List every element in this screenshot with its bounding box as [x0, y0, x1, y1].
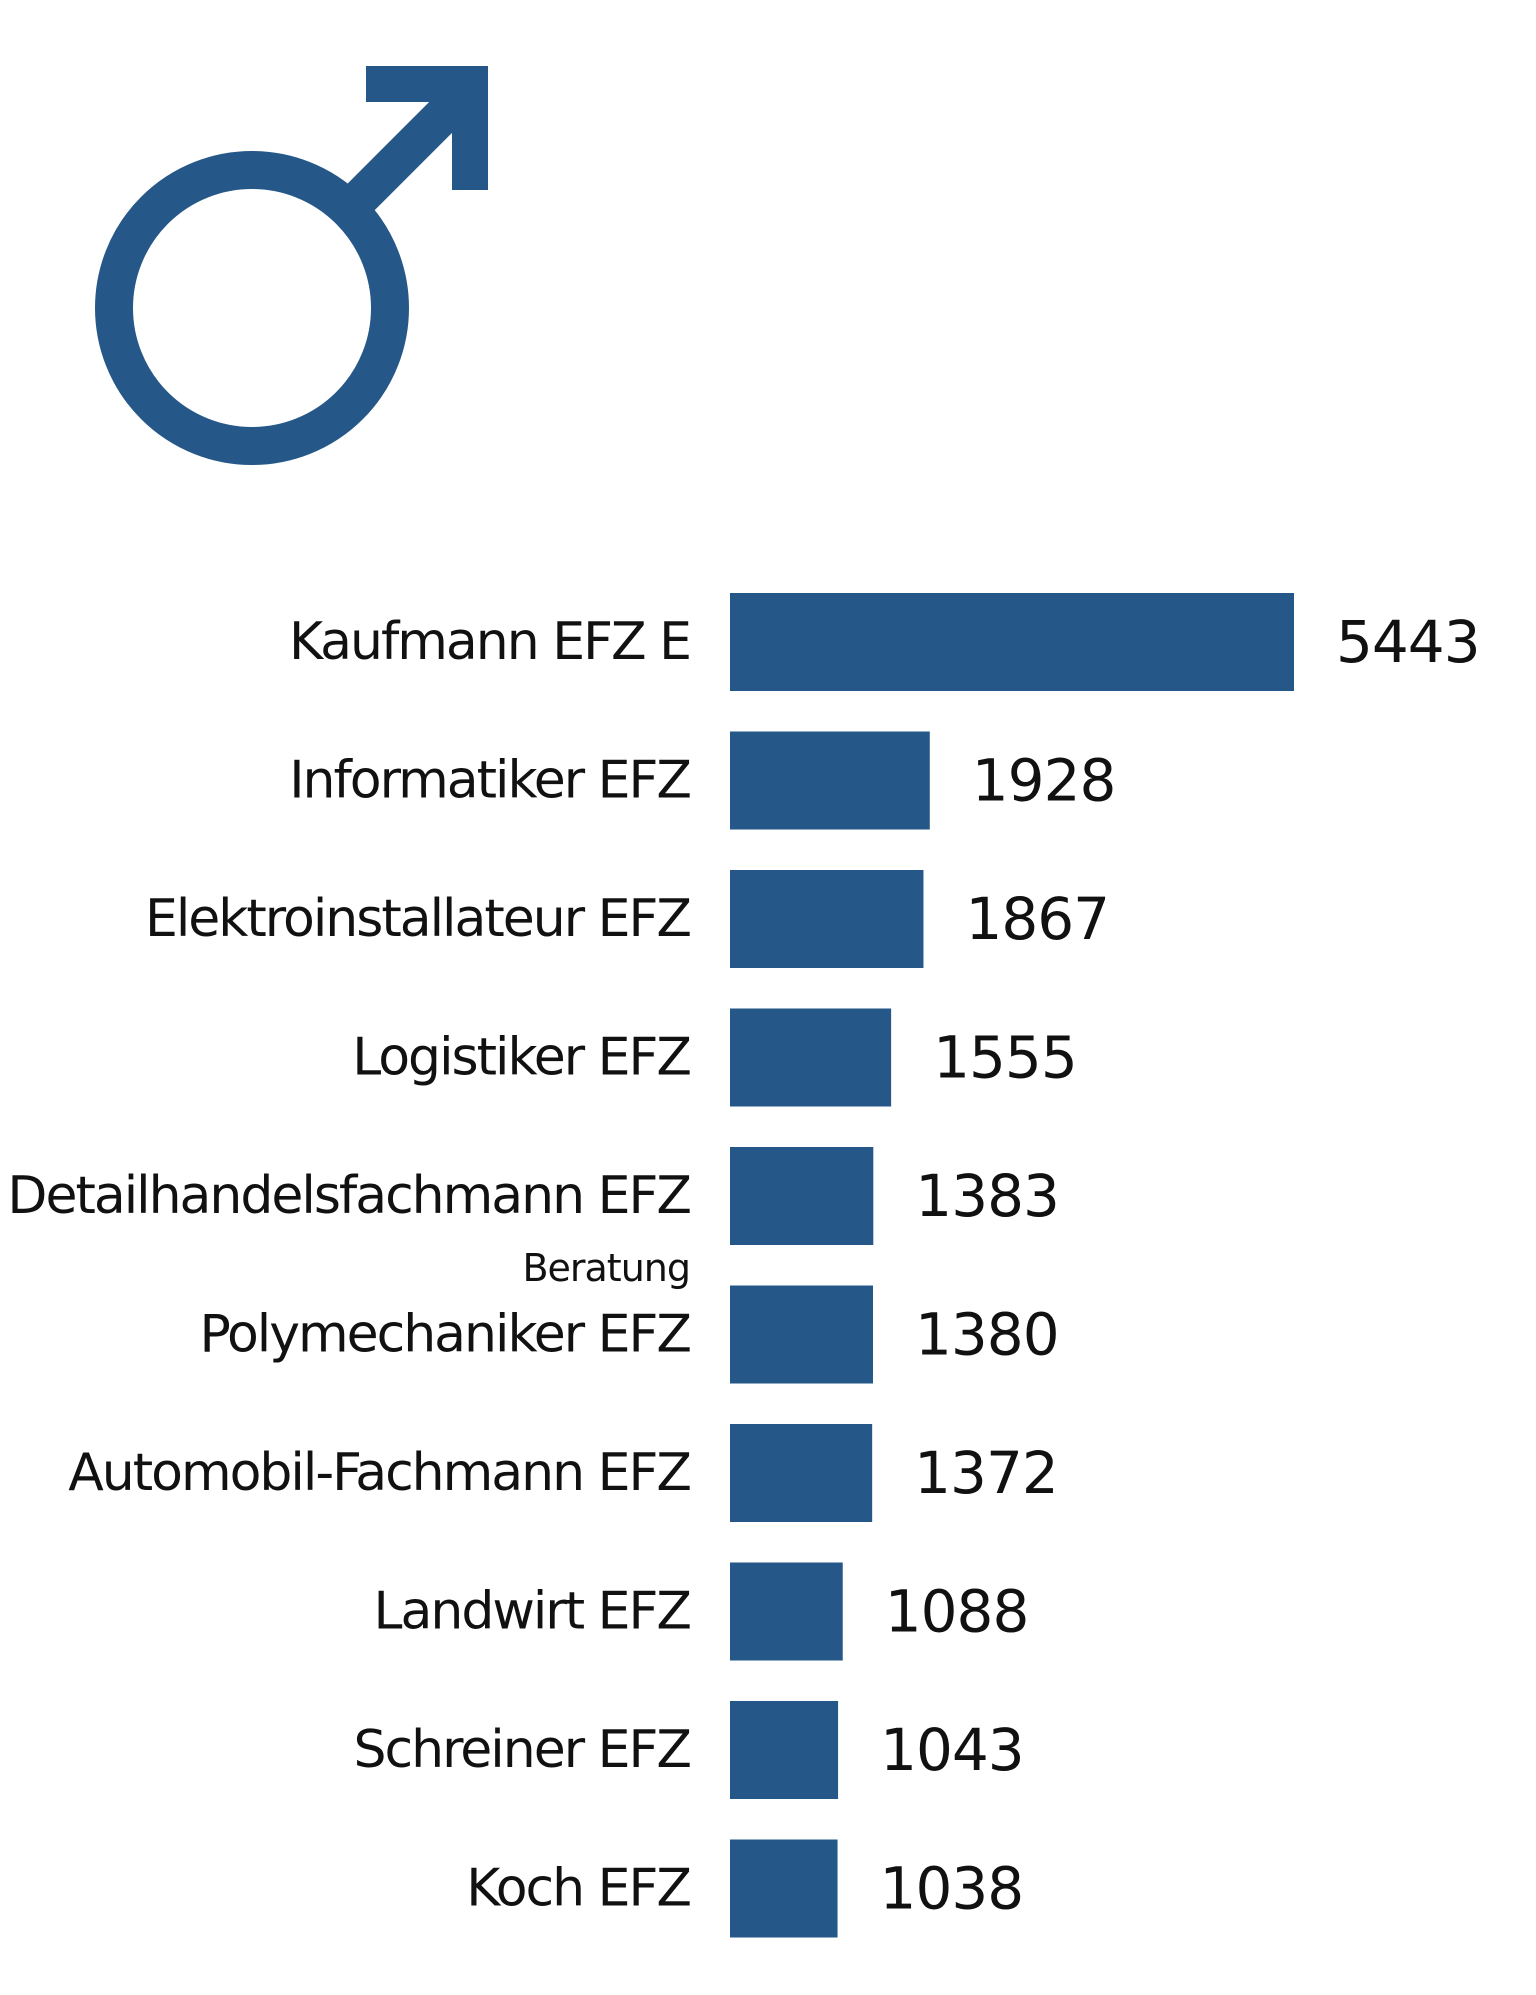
bar-6	[730, 1424, 873, 1522]
category-label-1: Informatiker EFZ	[289, 751, 690, 811]
male-symbol-arrowhead	[366, 66, 488, 190]
bars-layer	[730, 593, 1294, 1938]
category-labels-layer: Kaufmann EFZ E Informatiker EFZ Elektroins…	[7, 612, 692, 1919]
value-label-0: 5443	[1336, 608, 1480, 676]
category-label-3: Logistiker EFZ	[352, 1028, 690, 1088]
category-label-0: Kaufmann EFZ E	[289, 612, 690, 672]
bar-3	[730, 1008, 892, 1107]
category-label-2: Elektroinstallateur EFZ	[145, 889, 690, 949]
value-label-5: 1380	[915, 1301, 1059, 1369]
value-label-9: 1038	[880, 1855, 1024, 1923]
value-label-6: 1372	[914, 1439, 1058, 1507]
category-label-8: Schreiner EFZ	[354, 1720, 691, 1780]
bar-2	[730, 870, 924, 968]
bar-1	[730, 731, 930, 830]
bar-7	[730, 1562, 843, 1661]
value-label-7: 1088	[885, 1578, 1029, 1646]
male-symbol-circle	[95, 151, 409, 465]
value-label-2: 1867	[965, 885, 1109, 953]
category-label-4: Detailhandelsfachmann EFZ	[7, 1166, 690, 1226]
bar-8	[730, 1701, 839, 1799]
bar-0	[730, 593, 1294, 691]
male-symbol-shaft	[346, 74, 484, 212]
value-labels-layer: 5443 1928 1867 1555 1383 1380 1372 1088 1043 1038	[880, 608, 1481, 1923]
category-sublabel-4: Beratung	[522, 1246, 690, 1290]
male-symbol-icon	[95, 66, 488, 465]
bar-4	[730, 1147, 874, 1245]
category-label-5: Polymechaniker EFZ	[199, 1305, 690, 1365]
category-label-6: Automobil-Fachmann EFZ	[68, 1443, 690, 1503]
value-label-3: 1555	[933, 1024, 1077, 1092]
bar-9	[730, 1839, 838, 1938]
value-label-4: 1383	[915, 1162, 1059, 1230]
value-label-8: 1043	[880, 1716, 1024, 1784]
category-label-9: Koch EFZ	[466, 1859, 690, 1919]
bar-5	[730, 1285, 873, 1384]
category-label-7: Landwirt EFZ	[374, 1582, 691, 1642]
value-label-1: 1928	[972, 747, 1116, 815]
